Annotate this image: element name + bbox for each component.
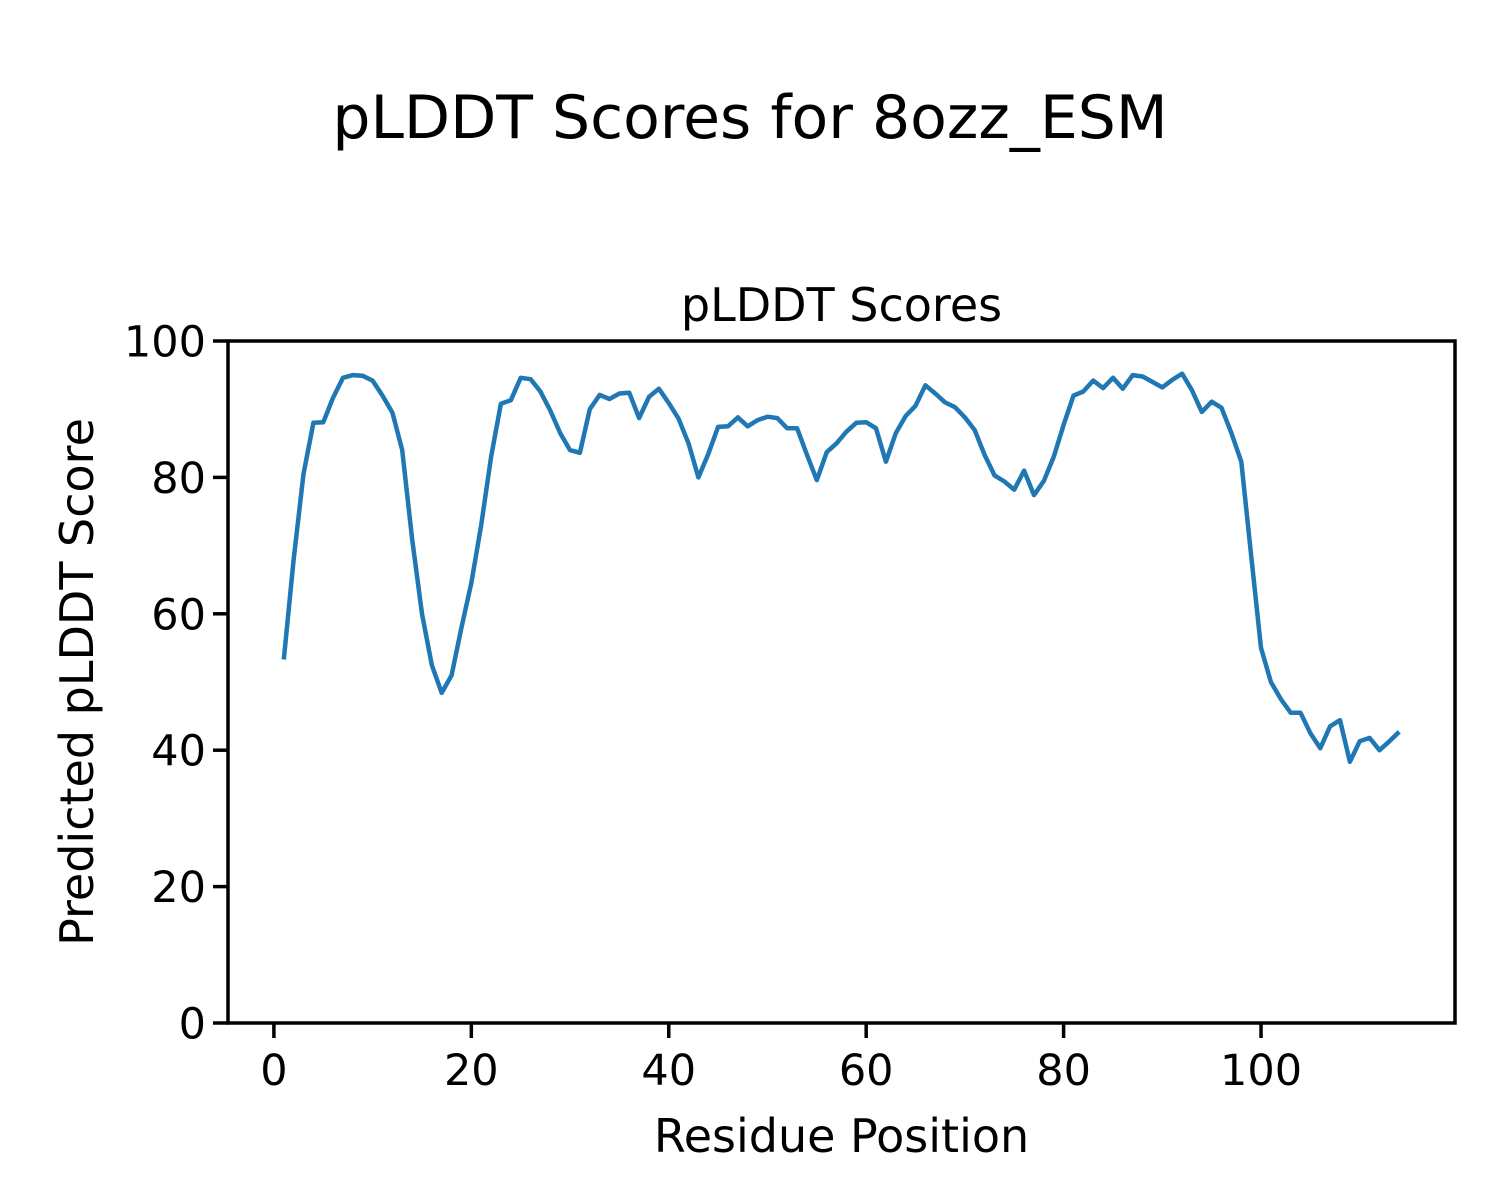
- y-tick-label: 100: [124, 318, 206, 368]
- y-axis-label: Predicted pLDDT Score: [50, 418, 104, 946]
- y-tick-label: 0: [179, 1000, 206, 1050]
- y-tick-label: 20: [151, 863, 206, 913]
- y-tick-label: 40: [151, 727, 206, 777]
- x-tick-label: 0: [260, 1046, 287, 1096]
- axes-spines: [226, 339, 1457, 1025]
- x-tick-label: 60: [839, 1046, 894, 1096]
- x-axis-label: Residue Position: [653, 1109, 1030, 1163]
- data-line: [281, 371, 1401, 765]
- x-tick-label: 40: [641, 1046, 696, 1096]
- x-tick-label: 20: [444, 1046, 499, 1096]
- y-tick-label: 60: [151, 590, 206, 640]
- plot-title: pLDDT Scores: [680, 278, 1003, 332]
- y-tick-label: 80: [151, 454, 206, 504]
- x-tick-label: 80: [1036, 1046, 1091, 1096]
- x-tick-label: 100: [1220, 1046, 1302, 1096]
- figure-title: pLDDT Scores for 8ozz_ESM: [332, 83, 1168, 153]
